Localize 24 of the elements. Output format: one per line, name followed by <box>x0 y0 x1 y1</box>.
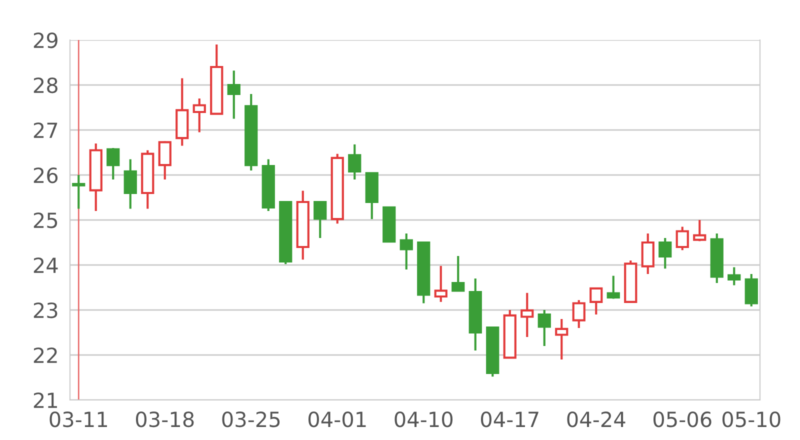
y-tick-label: 29 <box>34 32 58 48</box>
y-tick-label: 22 <box>34 347 57 363</box>
x-tick-label: 04-10 <box>394 411 453 428</box>
x-tick-label: 03-25 <box>222 411 280 428</box>
candlestick <box>227 70 240 120</box>
y-tick-label: 26 <box>34 167 58 184</box>
x-tick-label: 03-11 <box>50 411 107 428</box>
candlestick <box>296 190 310 261</box>
candlestick <box>520 292 534 338</box>
y-tick-label: 23 <box>34 302 58 318</box>
x-tick-label: 03-18 <box>136 411 194 428</box>
y-tick-label: 28 <box>34 77 58 94</box>
candlestick <box>468 277 482 352</box>
y-tick-label: 25 <box>34 212 58 228</box>
x-tick-label: 04-24 <box>567 411 626 428</box>
x-tick-label: 04-17 <box>480 411 538 428</box>
x-tick-label: 05-10 <box>722 411 780 428</box>
candlestick <box>555 318 568 361</box>
y-tick-label: 21 <box>34 392 57 408</box>
x-tick-label: 05-06 <box>653 411 712 428</box>
x-tick-label: 04-01 <box>308 411 366 428</box>
candlestick <box>124 158 137 210</box>
y-tick-label: 24 <box>34 257 58 273</box>
y-tick-label: 27 <box>34 122 58 138</box>
